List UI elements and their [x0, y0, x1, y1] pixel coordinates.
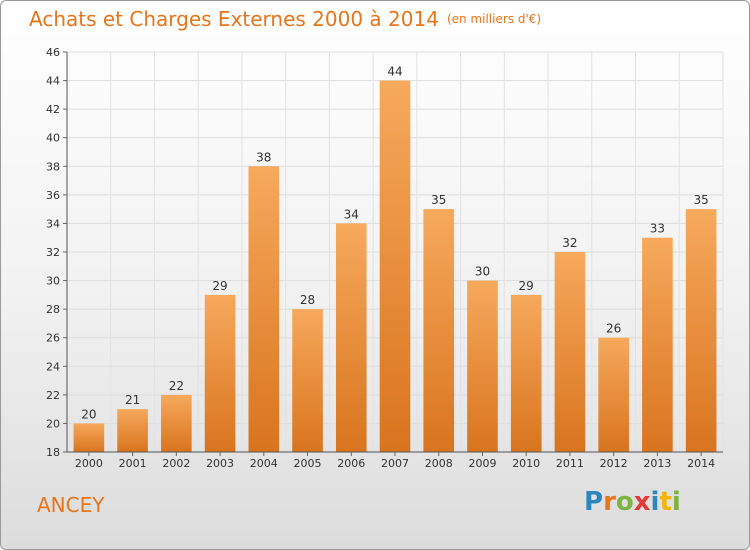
- y-tick-label: 38: [46, 160, 60, 173]
- data-label-2007: 44: [387, 65, 402, 79]
- x-tick-label: 2000: [75, 457, 103, 470]
- y-tick-label: 30: [46, 275, 60, 288]
- y-tick-label: 20: [46, 417, 60, 430]
- x-tick-label: 2010: [512, 457, 540, 470]
- data-label-2011: 32: [562, 236, 577, 250]
- bar-2006: [335, 223, 367, 452]
- logo-letter: i: [650, 487, 660, 517]
- axis-layer: 18 20 22 24 26 28 30 32 34 36 38 40 42 44 46 2000 2001 20…: [46, 46, 723, 470]
- y-tick-label: 36: [46, 189, 60, 202]
- y-tick-label: 42: [46, 103, 60, 116]
- bar-2012: [598, 337, 629, 452]
- chart-title: Achats et Charges Externes 2000 à 2014 (e…: [29, 7, 541, 31]
- chart-title-text: Achats et Charges Externes 2000 à 2014: [29, 7, 439, 31]
- proxiti-logo: Proxiti: [584, 487, 681, 517]
- data-label-2009: 30: [475, 265, 490, 279]
- data-label-2001: 21: [125, 393, 140, 407]
- data-label-2013: 33: [650, 222, 665, 236]
- x-tick-label: 2013: [643, 457, 671, 470]
- data-label-2002: 22: [169, 379, 184, 393]
- bar-2011: [554, 252, 586, 452]
- x-tick-label: 2007: [381, 457, 409, 470]
- data-label-2014: 35: [693, 193, 708, 207]
- bar-2013: [642, 237, 673, 452]
- y-tick-label: 26: [46, 332, 60, 345]
- data-label-2010: 29: [519, 279, 534, 293]
- y-tick-label: 28: [46, 303, 60, 316]
- logo-letter: t: [659, 487, 672, 517]
- data-label-2008: 35: [431, 193, 446, 207]
- y-tick-label: 46: [46, 46, 60, 59]
- y-tick-label: 18: [46, 446, 60, 459]
- x-tick-label: 2003: [206, 457, 234, 470]
- x-tick-label: 2005: [294, 457, 322, 470]
- data-label-2012: 26: [606, 322, 621, 336]
- bar-2007: [379, 80, 411, 453]
- x-tick-label: 2006: [337, 457, 365, 470]
- bar-2003: [204, 294, 236, 452]
- bar-2002: [161, 394, 192, 452]
- place-name: ANCEY: [37, 493, 105, 517]
- x-tick-label: 2009: [468, 457, 496, 470]
- data-label-2005: 28: [300, 293, 315, 307]
- logo-letter: P: [584, 487, 604, 517]
- bar-layer: 20 21 22 29 38 28 34 44 35 30 29 32 26 33 35: [73, 65, 717, 453]
- y-tick-label: 24: [46, 360, 60, 373]
- data-label-2004: 38: [256, 150, 271, 164]
- data-label-2000: 20: [81, 407, 96, 421]
- x-tick-label: 2011: [556, 457, 584, 470]
- bar-2000: [73, 423, 105, 452]
- bar-2005: [292, 309, 323, 452]
- bar-2010: [510, 294, 542, 452]
- y-tick-label: 40: [46, 132, 60, 145]
- bar-2009: [467, 280, 498, 452]
- logo-letter: r: [603, 487, 616, 517]
- data-label-2006: 34: [344, 207, 359, 221]
- bar-2008: [423, 209, 455, 452]
- y-tick-label: 32: [46, 246, 60, 259]
- logo-letter: x: [633, 487, 651, 517]
- chart-unit-note: (en milliers d'€): [446, 12, 542, 26]
- x-tick-label: 2002: [162, 457, 190, 470]
- x-tick-label: 2004: [250, 457, 278, 470]
- y-tick-label: 44: [46, 75, 60, 88]
- logo-letter: o: [615, 487, 634, 517]
- bar-2004: [248, 166, 280, 453]
- bar-2014: [685, 209, 717, 452]
- bar-2001: [117, 409, 148, 452]
- x-tick-label: 2012: [600, 457, 628, 470]
- logo-letter: i: [671, 487, 681, 517]
- x-tick-label: 2014: [687, 457, 715, 470]
- x-tick-label: 2001: [119, 457, 147, 470]
- x-tick-label: 2008: [425, 457, 453, 470]
- data-label-2003: 29: [212, 279, 227, 293]
- y-tick-label: 34: [46, 217, 60, 230]
- y-tick-label: 22: [46, 389, 60, 402]
